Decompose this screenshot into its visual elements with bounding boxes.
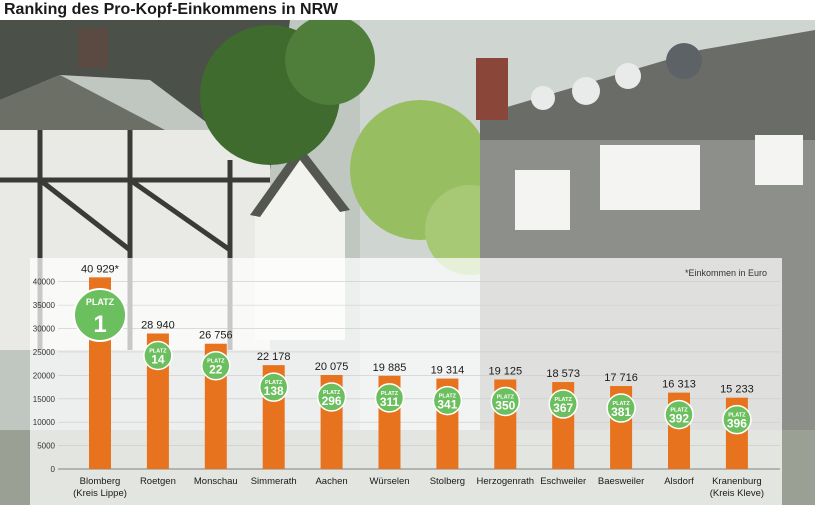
value-label: 16 313 — [662, 379, 696, 391]
value-label: 40 929* — [81, 263, 120, 275]
rank-badge — [548, 389, 578, 419]
rank-badge — [432, 385, 463, 416]
category-label: Baesweiler — [598, 476, 644, 487]
category-label: Stolberg — [430, 476, 465, 487]
category-label: (Kreis Lippe) — [73, 488, 127, 499]
category-label: Monschau — [194, 476, 238, 487]
rank-prefix: PLATZ — [439, 394, 457, 400]
y-tick-label: 30000 — [33, 325, 56, 334]
category-label: Alsdorf — [664, 476, 694, 487]
rank-number: 14 — [151, 352, 165, 366]
rank-prefix: PLATZ — [86, 297, 115, 307]
y-tick-label: 40000 — [33, 278, 56, 287]
rank-number: 392 — [669, 412, 689, 426]
rank-prefix: PLATZ — [612, 401, 630, 407]
rank-number: 396 — [727, 417, 747, 431]
value-label: 17 716 — [604, 372, 638, 384]
category-label: Blomberg — [80, 476, 121, 487]
category-label: Aachen — [315, 476, 347, 487]
page-title: Ranking des Pro-Kopf-Einkommens in NRW — [4, 1, 338, 18]
rank-number: 341 — [437, 398, 457, 412]
rank-prefix: PLATZ — [149, 348, 167, 354]
rank-prefix: PLATZ — [323, 390, 341, 396]
y-tick-label: 0 — [51, 465, 56, 474]
rank-number: 138 — [264, 384, 284, 398]
value-label: 20 075 — [315, 361, 349, 373]
y-tick-label: 20000 — [33, 371, 56, 380]
rank-prefix: PLATZ — [207, 359, 225, 365]
rank-badge — [490, 386, 521, 417]
value-label: 22 178 — [257, 351, 291, 363]
y-tick-label: 10000 — [33, 418, 56, 427]
rank-badge — [606, 393, 636, 423]
category-label: (Kreis Kleve) — [710, 488, 764, 499]
rank-number: 381 — [611, 405, 631, 419]
rank-number: 311 — [380, 395, 400, 409]
rank-badge — [316, 382, 347, 412]
unit-note: *Einkommen in Euro — [684, 268, 767, 278]
rank-number: 367 — [553, 401, 573, 415]
category-label: Würselen — [369, 476, 409, 487]
rank-badge — [201, 350, 231, 381]
rank-prefix: PLATZ — [728, 413, 746, 419]
rank-prefix: PLATZ — [555, 397, 573, 403]
value-label: 28 940 — [141, 319, 175, 331]
category-label: Kranenburg — [712, 476, 762, 487]
rank-prefix: PLATZ — [497, 394, 515, 400]
rank-badge — [664, 399, 694, 430]
rank-badge — [722, 404, 752, 435]
value-label: 19 314 — [431, 365, 465, 377]
y-tick-label: 15000 — [33, 395, 56, 404]
rank-number: 350 — [495, 398, 515, 412]
value-label: 19 885 — [373, 362, 407, 374]
rank-badge — [73, 288, 127, 342]
category-label: Simmerath — [251, 476, 297, 487]
rank-number: 22 — [209, 363, 223, 377]
value-label: 15 233 — [720, 384, 754, 396]
rank-badge — [258, 372, 289, 402]
rank-badge — [374, 383, 405, 413]
value-label: 26 756 — [199, 330, 233, 342]
category-label: Herzogenrath — [477, 476, 535, 487]
y-tick-label: 35000 — [33, 301, 56, 310]
value-label: 18 573 — [546, 368, 580, 380]
rank-number: 296 — [322, 394, 342, 408]
rank-number: 1 — [93, 311, 106, 338]
value-label: 19 125 — [488, 365, 522, 377]
rank-prefix: PLATZ — [265, 380, 283, 386]
category-label: Roetgen — [140, 476, 176, 487]
rank-badge — [143, 340, 173, 371]
y-tick-label: 5000 — [37, 442, 55, 451]
y-tick-label: 25000 — [33, 348, 56, 357]
rank-prefix: PLATZ — [381, 391, 399, 397]
rank-prefix: PLATZ — [670, 408, 688, 414]
category-label: Eschweiler — [540, 476, 586, 487]
